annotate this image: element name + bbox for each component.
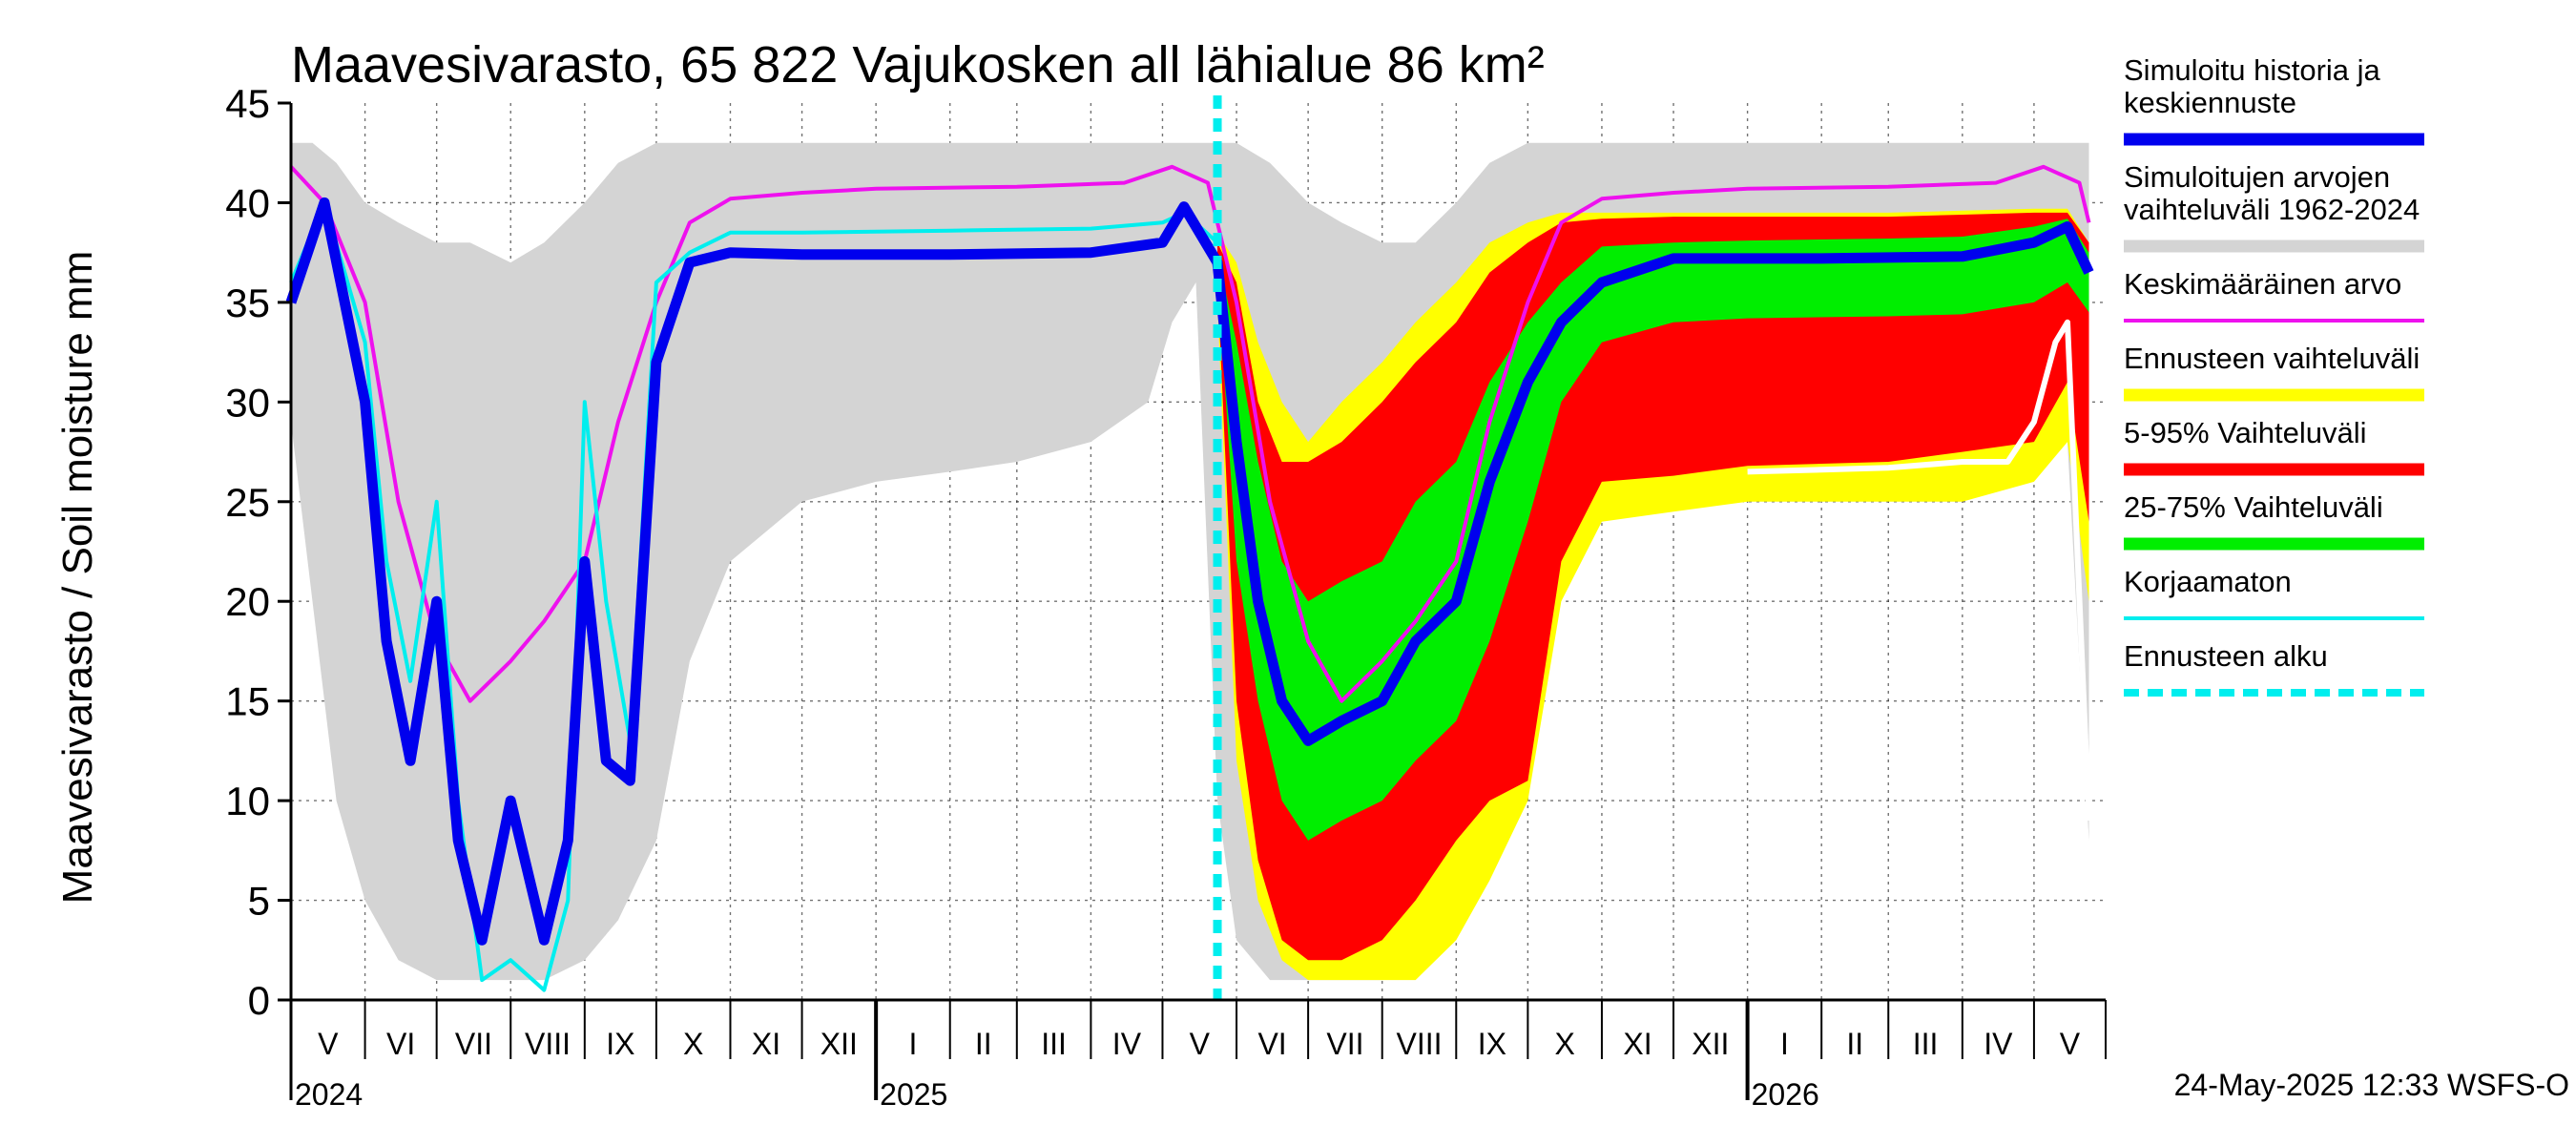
- x-year-label: 2024: [295, 1077, 363, 1112]
- x-month-label: X: [1554, 1027, 1574, 1061]
- data-lines: [285, 95, 2094, 1000]
- x-month-label: X: [683, 1027, 703, 1061]
- x-month-label: IX: [606, 1027, 634, 1061]
- x-month-label: III: [1913, 1027, 1939, 1061]
- legend-label: Simuloitujen arvojen: [2124, 160, 2390, 194]
- y-axis-label: Maavesivarasto / Soil moisture mm: [54, 251, 101, 905]
- legend-item-keskim-r-inen-arvo: Keskimääräinen arvo: [2124, 267, 2424, 323]
- legend-label: Keskimääräinen arvo: [2124, 267, 2401, 301]
- legend-label: 5-95% Vaihteluväli: [2124, 416, 2366, 449]
- x-month-label: XI: [752, 1027, 780, 1061]
- legend-item-korjaamaton: Korjaamaton: [2124, 565, 2424, 620]
- data-bands: [291, 142, 2089, 981]
- x-month-label: VII: [455, 1027, 492, 1061]
- y-tick-label: 20: [225, 579, 270, 624]
- band-25-75: [1217, 219, 2089, 841]
- band-5-95: [1217, 212, 2089, 961]
- y-tick-label: 0: [248, 978, 270, 1023]
- legend-label: Ennusteen vaihteluväli: [2124, 342, 2420, 375]
- legend-item-5-95-vaihteluv-li: 5-95% Vaihteluväli: [2124, 416, 2424, 476]
- x-month-label: I: [908, 1027, 917, 1061]
- timestamp-footer: 24-May-2025 12:33 WSFS-O: [2174, 1068, 2569, 1102]
- plot-frame: [289, 103, 2106, 1002]
- line-uncorrected: [289, 200, 1219, 992]
- line-forecast-minimum: [1747, 319, 2092, 822]
- x-month-label: I: [1780, 1027, 1789, 1061]
- legend: Simuloitu historia jakeskiennusteSimuloi…: [2124, 53, 2424, 697]
- y-tick-label: 45: [225, 81, 270, 126]
- y-tick-label: 15: [225, 679, 270, 724]
- legend-label: keskiennuste: [2124, 86, 2296, 119]
- x-month-label: VIII: [1396, 1027, 1442, 1061]
- x-month-label: VI: [1257, 1027, 1286, 1061]
- legend-item-ennusteen-alku: Ennusteen alku: [2124, 639, 2424, 697]
- legend-label: vaihteluväli 1962-2024: [2124, 193, 2420, 226]
- x-month-label: XII: [821, 1027, 858, 1061]
- x-month-label: VIII: [525, 1027, 571, 1061]
- x-month-label: VII: [1326, 1027, 1363, 1061]
- y-tick-label: 10: [225, 779, 270, 823]
- legend-label: Korjaamaton: [2124, 565, 2292, 598]
- x-month-label: II: [975, 1027, 992, 1061]
- y-tick-label: 30: [225, 380, 270, 425]
- y-axis-ticks: 0 5 10 15 20 25 30 35 40 45: [225, 81, 291, 1023]
- x-month-label: III: [1041, 1027, 1067, 1061]
- x-year-label: 2025: [880, 1077, 947, 1112]
- y-tick-label: 25: [225, 480, 270, 525]
- y-tick-label: 40: [225, 180, 270, 225]
- line-history-median: [285, 197, 2094, 946]
- y-tick-label: 35: [225, 281, 270, 325]
- y-tick-label: 5: [248, 879, 270, 924]
- legend-label: Simuloitu historia ja: [2124, 53, 2381, 87]
- x-month-label: V: [1190, 1027, 1211, 1061]
- x-month-label: IX: [1478, 1027, 1506, 1061]
- x-year-label: 2026: [1752, 1077, 1819, 1112]
- x-month-label: XII: [1692, 1027, 1729, 1061]
- x-month-label: IV: [1112, 1027, 1142, 1061]
- legend-item-25-75-vaihteluv-li: 25-75% Vaihteluväli: [2124, 490, 2424, 551]
- legend-label: 25-75% Vaihteluväli: [2124, 490, 2383, 524]
- legend-label: Ennusteen alku: [2124, 639, 2328, 673]
- x-month-label: VI: [386, 1027, 415, 1061]
- x-month-label: II: [1846, 1027, 1863, 1061]
- x-month-label: IV: [1984, 1027, 2013, 1061]
- x-axis: V VI VII VIII IX X XI XII I II III IV V VI VII VIII IX X X…: [289, 1000, 2107, 1112]
- x-month-label: XI: [1623, 1027, 1652, 1061]
- x-month-label: V: [318, 1027, 339, 1061]
- legend-item-ennusteen-vaihteluv-li: Ennusteen vaihteluväli: [2124, 342, 2424, 402]
- chart-title: Maavesivarasto, 65 822 Vajukosken all lä…: [291, 36, 1545, 94]
- line-mean: [289, 164, 2091, 703]
- x-month-label: V: [2060, 1027, 2081, 1061]
